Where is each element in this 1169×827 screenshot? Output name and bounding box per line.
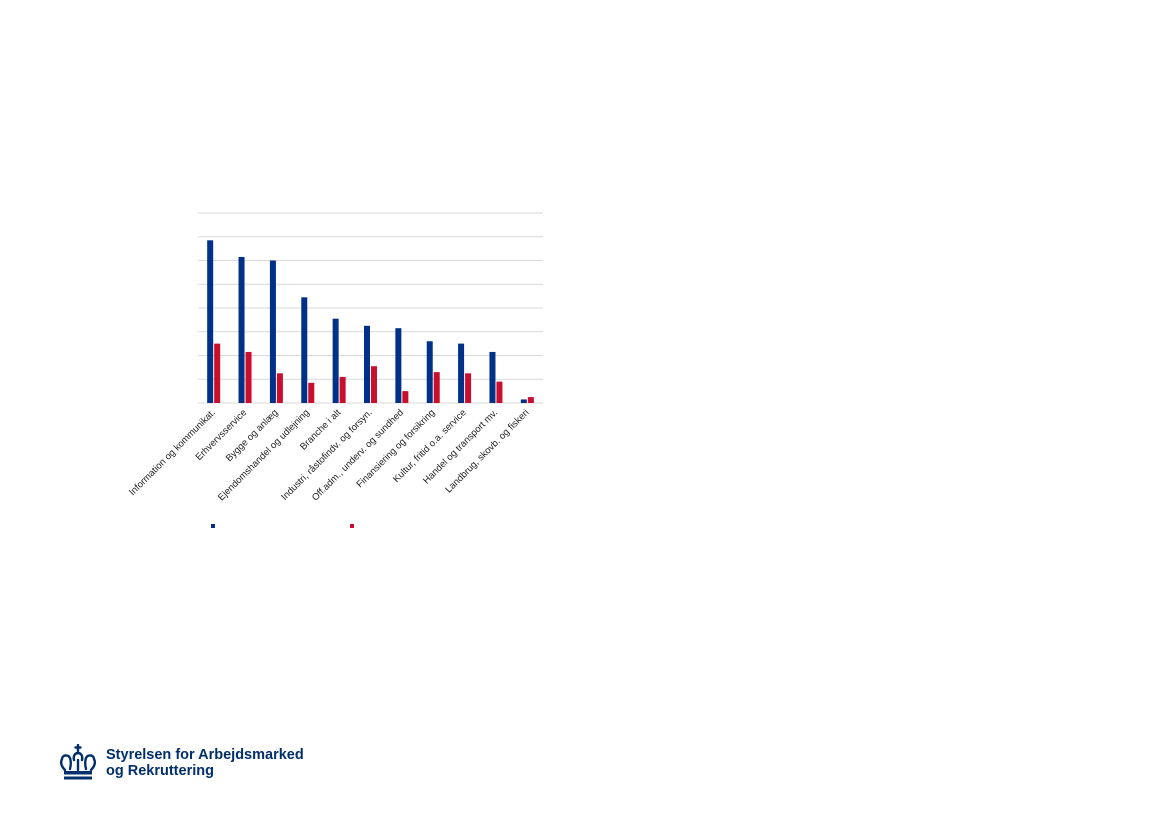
agency-logo: Styrelsen for Arbejdsmarked og Rekrutter… <box>58 744 304 782</box>
bar-series-2 <box>276 373 283 403</box>
bar-series-2 <box>433 372 440 403</box>
bar-series-1 <box>364 325 370 403</box>
bar-series-1 <box>301 297 308 403</box>
bar-series-2 <box>214 343 221 403</box>
logo-line-2: og Rekruttering <box>106 763 214 779</box>
bar-series-1 <box>489 351 496 403</box>
bars <box>207 240 534 403</box>
bar-series-1 <box>520 399 527 403</box>
bar-series-2 <box>402 391 409 403</box>
logo-text: Styrelsen for Arbejdsmarked og Rekrutter… <box>106 747 304 779</box>
gridlines <box>198 212 543 404</box>
bar-series-2 <box>371 366 377 403</box>
legend-marker-series-2 <box>350 524 354 528</box>
bar-series-2 <box>308 382 315 403</box>
bar-series-1 <box>395 328 402 403</box>
bar-series-1 <box>269 260 276 403</box>
logo-line-1: Styrelsen for Arbejdsmarked <box>106 747 304 763</box>
bar-series-1 <box>426 341 433 403</box>
bar-series-2 <box>339 376 346 403</box>
bar-series-1 <box>458 343 465 403</box>
crown-icon <box>60 744 96 780</box>
bar-series-2 <box>245 351 252 403</box>
bar-series-2 <box>465 373 472 403</box>
legend <box>211 524 354 528</box>
bar-series-2 <box>496 381 503 403</box>
bar-series-1 <box>238 256 245 403</box>
category-labels: Information og kommunikat.Erhvervsservic… <box>127 407 531 503</box>
bar-series-1 <box>207 240 214 403</box>
legend-marker-series-1 <box>211 524 215 528</box>
bar-series-2 <box>527 397 534 403</box>
bar-series-1 <box>332 318 339 403</box>
